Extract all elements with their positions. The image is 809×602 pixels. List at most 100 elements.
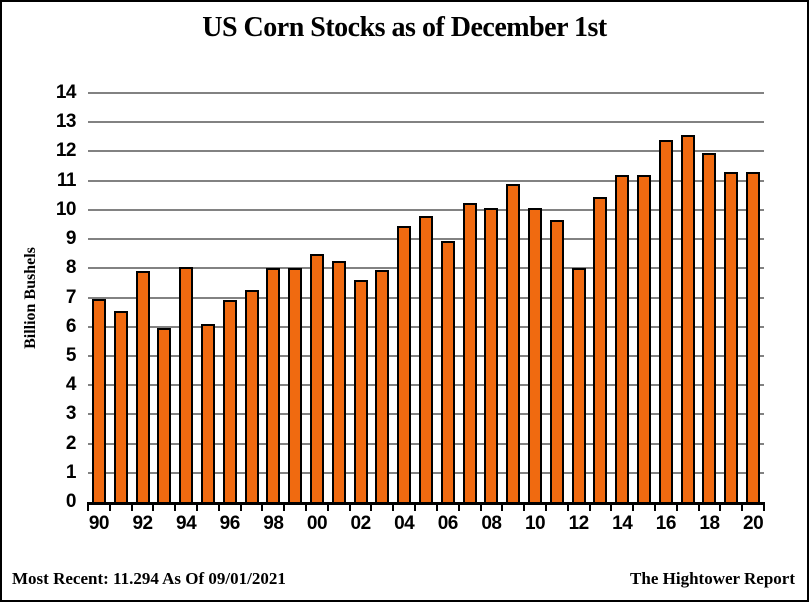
y-tick-label-4: 4 — [65, 374, 77, 396]
x-tick-mark — [326, 502, 329, 511]
x-tick-mark — [152, 502, 155, 511]
x-tick-mark — [566, 502, 569, 511]
chart-title: US Corn Stocks as of December 1st — [202, 12, 607, 43]
x-tick-label-16: 16 — [655, 513, 677, 534]
x-tick-mark — [348, 502, 351, 511]
bar-12 — [571, 268, 586, 502]
gridline-10 — [88, 208, 764, 211]
x-tick-label-18: 18 — [699, 513, 720, 534]
x-tick-mark — [435, 502, 438, 511]
x-tick-label-10: 10 — [524, 513, 546, 534]
bar-08 — [484, 208, 499, 502]
y-tick-label-13: 13 — [55, 111, 77, 133]
x-tick-label-92: 92 — [132, 513, 153, 534]
bar-07 — [462, 202, 477, 502]
bar-00 — [309, 253, 324, 502]
x-tick-mark — [305, 502, 308, 511]
bar-09 — [506, 183, 521, 502]
x-tick-mark — [457, 502, 460, 511]
gridline-11 — [88, 179, 764, 182]
bar-18 — [702, 152, 717, 502]
x-tick-mark — [196, 502, 199, 511]
bar-11 — [549, 220, 564, 502]
x-tick-label-08: 08 — [481, 513, 502, 534]
y-tick-label-10: 10 — [55, 198, 77, 220]
x-tick-mark — [239, 502, 242, 511]
x-tick-mark — [697, 502, 700, 511]
x-tick-mark — [283, 502, 286, 511]
bar-20 — [746, 172, 761, 502]
bar-95 — [200, 323, 215, 502]
y-tick-label-11: 11 — [56, 169, 77, 191]
x-tick-mark — [588, 502, 591, 511]
bar-19 — [724, 171, 739, 502]
y-tick-label-3: 3 — [65, 403, 77, 425]
bar-03 — [375, 269, 390, 502]
x-tick-label-14: 14 — [612, 513, 633, 534]
x-tick-mark — [392, 502, 395, 511]
x-tick-mark — [741, 502, 744, 511]
x-tick-mark — [610, 502, 613, 511]
x-tick-mark — [479, 502, 482, 511]
bar-97 — [244, 290, 259, 502]
x-tick-mark — [501, 502, 504, 511]
x-tick-mark — [130, 502, 133, 511]
bar-02 — [353, 279, 368, 502]
x-tick-mark — [87, 502, 89, 511]
x-tick-label-02: 02 — [350, 513, 372, 534]
y-tick-label-14: 14 — [55, 82, 77, 103]
x-tick-label-12: 12 — [568, 513, 590, 534]
x-tick-mark — [108, 502, 111, 511]
bar-90 — [91, 298, 106, 502]
x-tick-label-04: 04 — [394, 513, 415, 534]
most-recent-note: Most Recent: 11.294 As Of 09/01/2021 — [12, 569, 286, 588]
bar-14 — [615, 174, 630, 502]
bar-16 — [658, 139, 673, 502]
bar-10 — [528, 208, 543, 502]
y-tick-label-7: 7 — [65, 286, 77, 308]
y-tick-label-1: 1 — [65, 461, 77, 483]
x-tick-mark — [261, 502, 264, 511]
bar-99 — [288, 268, 303, 502]
x-tick-mark — [632, 502, 635, 511]
gridline-12 — [88, 150, 764, 153]
x-tick-label-06: 06 — [437, 513, 459, 534]
gridline-13 — [88, 121, 764, 124]
bar-92 — [135, 271, 150, 502]
y-tick-label-0: 0 — [65, 491, 77, 512]
y-tick-label-2: 2 — [65, 432, 77, 454]
bar-94 — [179, 266, 194, 502]
x-tick-mark — [675, 502, 678, 511]
plot-area — [88, 92, 764, 505]
x-tick-label-00: 00 — [306, 513, 328, 534]
gridline-14 — [88, 92, 764, 94]
x-tick-label-20: 20 — [743, 513, 764, 534]
y-tick-label-12: 12 — [55, 140, 77, 162]
x-tick-mark — [523, 502, 526, 511]
x-tick-mark — [653, 502, 656, 511]
x-tick-label-94: 94 — [176, 513, 197, 534]
bar-17 — [680, 135, 695, 502]
bar-06 — [440, 240, 455, 502]
bar-01 — [331, 260, 346, 502]
bar-04 — [397, 225, 412, 502]
y-tick-label-9: 9 — [65, 228, 77, 250]
y-tick-label-6: 6 — [65, 315, 77, 337]
bar-13 — [593, 196, 608, 502]
x-tick-label-90: 90 — [88, 513, 110, 534]
bar-96 — [222, 300, 237, 502]
x-tick-label-98: 98 — [263, 513, 284, 534]
x-tick-mark — [217, 502, 220, 511]
x-tick-mark — [763, 502, 765, 511]
y-tick-label-8: 8 — [65, 257, 77, 279]
source-attribution: The Hightower Report — [630, 569, 795, 588]
x-tick-mark — [544, 502, 547, 511]
bar-91 — [113, 310, 128, 502]
x-tick-mark — [370, 502, 373, 511]
x-tick-mark — [719, 502, 722, 511]
bar-15 — [637, 174, 652, 502]
x-tick-mark — [414, 502, 417, 511]
x-tick-label-96: 96 — [219, 513, 241, 534]
bar-98 — [266, 268, 281, 502]
